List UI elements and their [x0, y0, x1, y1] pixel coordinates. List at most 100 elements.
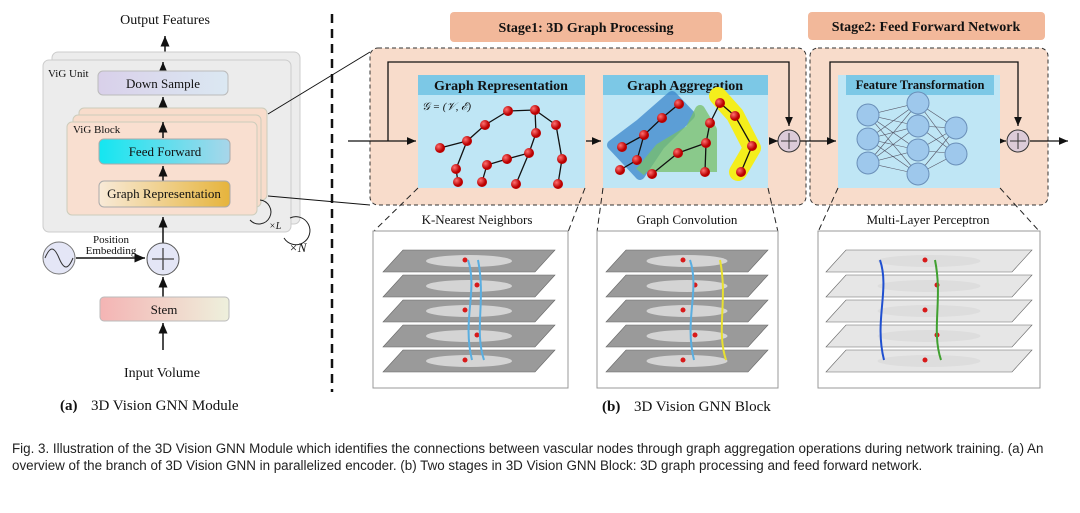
repeat-l-label: ×L — [269, 221, 282, 232]
panel-header — [603, 75, 768, 95]
figure-caption: Fig. 3. Illustration of the 3D Vision GN… — [12, 441, 1044, 473]
mlp-neuron — [906, 162, 930, 186]
embedding-label: Embedding — [86, 245, 137, 257]
graph-node — [435, 143, 445, 153]
vessel-node — [922, 357, 928, 363]
vessel-node — [692, 332, 698, 338]
graph-node — [482, 160, 492, 170]
stage2-title: Stage2: Feed Forward Network — [832, 20, 1021, 35]
mlp-neuron — [906, 91, 930, 115]
output-features-label: Output Features — [120, 13, 210, 28]
graph-node — [647, 169, 657, 179]
graph-node — [524, 148, 534, 158]
graph-node — [730, 111, 740, 121]
repeat-l-loop — [249, 199, 272, 225]
graph-representation-label: Graph Representation — [107, 186, 221, 201]
zoom-lines — [372, 187, 1041, 233]
vessel-node — [462, 357, 468, 363]
graph-node — [701, 138, 711, 148]
slice-anatomy — [877, 255, 981, 267]
graph-node — [477, 177, 487, 187]
volume-slices — [382, 249, 1033, 373]
subcaption-a-tag: (a) — [60, 398, 78, 414]
vig-module: Output Features ViG Unit Down Sample ViG… — [42, 13, 371, 414]
graph-node — [502, 154, 512, 164]
mlp-neuron — [856, 103, 880, 127]
mlp-neuron — [944, 116, 968, 140]
graph-edge — [455, 140, 468, 170]
repeat-n-loop — [283, 216, 311, 246]
graph-node — [615, 165, 625, 175]
down-sample-box — [97, 70, 229, 96]
stage1-title: Stage1: 3D Graph Processing — [498, 21, 673, 36]
vessel-node — [462, 307, 468, 313]
slice-anatomy — [426, 280, 512, 292]
vessel-node — [474, 282, 480, 288]
graph-node — [673, 148, 683, 158]
stage2-label-box — [808, 12, 1045, 40]
sine-wave — [44, 248, 74, 268]
slice-anatomy — [646, 305, 728, 317]
graph-node — [451, 164, 461, 174]
feed-forward-label: Feed Forward — [129, 144, 202, 159]
graph-node — [705, 118, 715, 128]
plus — [781, 133, 797, 149]
vessel-path — [689, 259, 695, 361]
graph-edge — [515, 152, 530, 185]
graph-edge — [651, 152, 679, 175]
slice-anatomy — [646, 280, 728, 292]
aggregation-blue — [607, 91, 695, 180]
slice-anatomy — [646, 330, 728, 342]
feed-forward-box — [98, 138, 231, 165]
vessel-path — [719, 259, 727, 361]
mlp-neuron — [906, 138, 930, 162]
graph-nodes — [615, 98, 757, 179]
position-label: Position — [93, 234, 130, 246]
zoom-line — [267, 51, 371, 115]
mlp-neuron — [906, 114, 930, 138]
mlp-label: Multi-Layer Perceptron — [866, 212, 990, 227]
vessel-node — [680, 257, 686, 263]
graph-node — [551, 120, 561, 130]
graph-edge — [734, 115, 753, 147]
zoom-line — [267, 195, 371, 206]
vessel-path — [879, 259, 885, 361]
vessel-path — [477, 259, 485, 361]
vessel-node — [474, 332, 480, 338]
graph-node — [747, 141, 757, 151]
vessel-node — [680, 307, 686, 313]
graph-node — [480, 120, 490, 130]
vessel-node — [462, 257, 468, 263]
slice-anatomy — [877, 305, 981, 317]
subcaption-a: 3D Vision GNN Module — [91, 398, 239, 414]
graph-node — [715, 98, 725, 108]
feature-transformation-title: Feature Transformation — [856, 78, 985, 92]
graph-convolution-label: Graph Convolution — [637, 212, 738, 227]
skip-connection — [387, 61, 793, 141]
graph-node — [557, 154, 567, 164]
graph-node — [700, 167, 710, 177]
graph-node — [736, 167, 746, 177]
graph-node — [674, 99, 684, 109]
plus — [152, 248, 174, 270]
graph-nodes — [435, 105, 567, 189]
input-volume-label: Input Volume — [124, 366, 200, 381]
graph-node — [657, 113, 667, 123]
graph-node — [632, 155, 642, 165]
stem-box — [99, 296, 230, 322]
vessel-node — [680, 357, 686, 363]
graph-node — [462, 136, 472, 146]
vig-block-detail: Stage1: 3D Graph Processing Stage2: Feed… — [348, 12, 1068, 415]
mlp-neuron — [944, 142, 968, 166]
graph-node — [530, 105, 540, 115]
vessel-path — [934, 259, 942, 361]
slice-anatomy — [646, 355, 728, 367]
down-sample-label: Down Sample — [126, 76, 200, 91]
graph-node — [531, 128, 541, 138]
slice-anatomy — [877, 330, 981, 342]
slice-anatomy — [646, 255, 728, 267]
skip-connection — [829, 61, 1022, 141]
slice-anatomy — [877, 355, 981, 367]
mlp-neuron — [856, 127, 880, 151]
repeat-n-label: ×N — [289, 240, 308, 255]
